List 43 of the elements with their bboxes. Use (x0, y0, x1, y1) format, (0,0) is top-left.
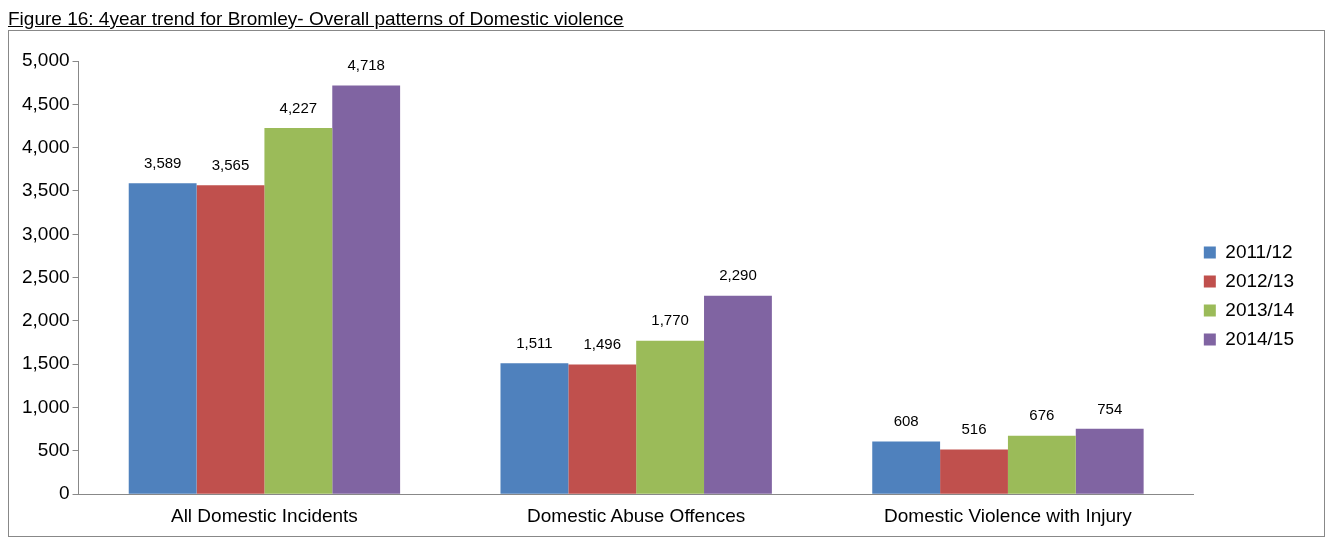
y-tick-label: 1,000 (22, 395, 70, 417)
data-label: 754 (1097, 399, 1123, 417)
legend-label: 2011/12 (1225, 240, 1293, 262)
bar (872, 441, 941, 494)
y-tick-label: 4,500 (22, 92, 70, 114)
bar (128, 183, 197, 494)
data-label: 1,496 (583, 335, 622, 353)
y-tick-label: 1,500 (22, 352, 70, 374)
bar (196, 185, 265, 494)
y-tick-label: 5,000 (22, 49, 70, 71)
bar (500, 363, 569, 494)
data-label: 608 (893, 412, 919, 430)
data-label: 1,511 (516, 333, 553, 351)
bar (264, 127, 333, 494)
y-tick-label: 3,500 (22, 179, 70, 201)
bar (940, 449, 1008, 494)
data-label: 1,770 (651, 311, 689, 329)
y-tick-label: 3,000 (22, 222, 70, 244)
data-label: 3,565 (211, 155, 250, 173)
chart-title: Figure 16: 4year trend for Bromley- Overall patterns of Domestic violence (8, 8, 625, 30)
y-tick-label: 500 (37, 439, 70, 461)
bar (1075, 428, 1144, 494)
bar (332, 85, 401, 494)
legend-label: 2013/14 (1225, 298, 1295, 320)
y-tick-label: 2,000 (22, 309, 70, 331)
bar (704, 295, 772, 494)
data-label: 4,718 (347, 56, 385, 74)
bar (568, 364, 637, 494)
legend-label: 2012/13 (1225, 269, 1295, 291)
x-tick-label: All Domestic Incidents (170, 504, 358, 526)
data-label: 676 (1029, 406, 1055, 424)
bar (1007, 435, 1076, 494)
data-label: 2,290 (719, 266, 757, 284)
bar (636, 340, 705, 494)
data-label: 516 (961, 420, 987, 438)
x-tick-label: Domestic Violence with Injury (884, 504, 1133, 526)
y-tick-label: 2,500 (22, 265, 70, 287)
y-tick-label: 0 (58, 482, 70, 504)
y-tick-label: 4,000 (22, 135, 70, 157)
x-tick-label: Domestic Abuse Offences (527, 504, 746, 526)
data-label: 4,227 (279, 98, 318, 116)
legend-label: 2014/15 (1225, 327, 1295, 349)
data-label: 3,589 (143, 153, 182, 171)
